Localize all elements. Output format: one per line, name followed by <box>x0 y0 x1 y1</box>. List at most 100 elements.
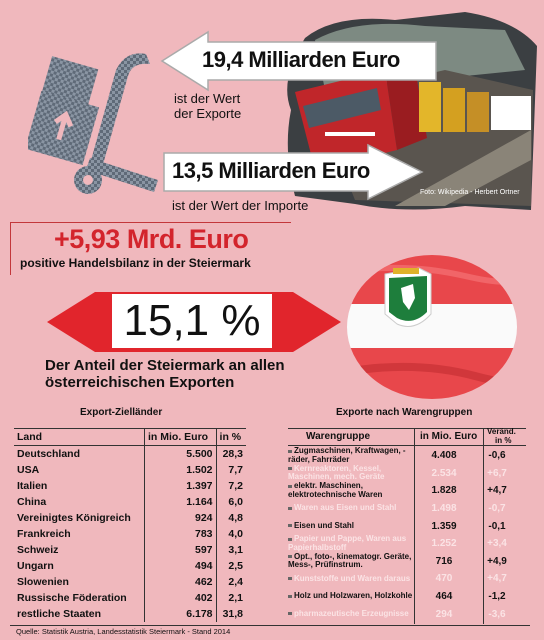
country-pct: 2,1 <box>215 589 246 606</box>
country-row: Slowenien 462 2,4 <box>14 573 246 590</box>
country-name: USA <box>17 463 40 476</box>
goods-sep-1 <box>414 428 415 624</box>
goods-value: 4.408 <box>431 450 457 462</box>
country-value: 494 <box>144 557 217 574</box>
country-value: 1.397 <box>144 477 217 494</box>
styria-crest <box>384 267 432 327</box>
country-row: Deutschland 5.500 28,3 <box>14 445 246 462</box>
country-row: USA 1.502 7,7 <box>14 461 246 478</box>
goods-change: -1,2 <box>488 591 506 603</box>
country-value: 1.502 <box>144 461 217 478</box>
balance-box <box>10 222 291 275</box>
row-marker-icon <box>288 577 292 581</box>
exports-arrow-shape <box>160 30 437 92</box>
row-marker-icon <box>288 612 292 616</box>
goods-row: Eisen und Stahl 1.359 -0,1 <box>288 517 526 535</box>
row-marker-icon <box>288 506 292 510</box>
country-name: Schweiz <box>17 543 59 556</box>
goods-col-group: Warengruppe <box>306 431 371 442</box>
exports-caption-1: ist der Wert <box>174 91 241 106</box>
country-row: Italien 1.397 7,2 <box>14 477 246 494</box>
imports-value: 13,5 Milliarden Euro <box>172 158 370 183</box>
goods-col-change-1: Veränd. <box>487 427 516 436</box>
goods-row: Kunststoffe und Waren daraus 470 +4,7 <box>288 570 526 588</box>
goods-group: pharmazeutische Erzeugnisse <box>294 608 409 618</box>
goods-sep-2 <box>483 428 484 624</box>
goods-group: elektr. Maschinen, elektrotechnische War… <box>288 481 383 499</box>
country-row: restliche Staaten 6.178 31,8 <box>14 605 246 622</box>
goods-change: +3,4 <box>487 538 507 550</box>
goods-header-line-bottom <box>288 445 526 446</box>
country-row: Vereinigtes Königreich 924 4,8 <box>14 509 246 526</box>
exports-value: 19,4 Milliarden Euro <box>202 47 400 72</box>
country-pct: 3,1 <box>215 541 246 558</box>
goods-table: Zugmaschinen, Kraftwagen, -räder, Fahrrä… <box>288 447 526 623</box>
share-value-box <box>112 294 272 348</box>
goods-change: +4,9 <box>487 555 507 567</box>
country-value: 6.178 <box>144 605 217 622</box>
goods-title: Exporte nach Warengruppen <box>336 407 473 418</box>
balance-value: +5,93 Mrd. Euro <box>54 224 249 254</box>
country-row: Schweiz 597 3,1 <box>14 541 246 558</box>
goods-change: +4,7 <box>487 573 507 585</box>
row-marker-icon <box>288 537 292 541</box>
hand-truck-icon <box>28 53 158 194</box>
source-line <box>10 625 530 626</box>
country-value: 402 <box>144 589 217 606</box>
goods-change: -0,7 <box>488 503 506 515</box>
country-row: China 1.164 6,0 <box>14 493 246 510</box>
countries-title: Export-Zielländer <box>80 407 163 418</box>
goods-value: 1.359 <box>431 520 457 532</box>
country-name: restliche Staaten <box>17 607 102 620</box>
goods-value: 1.828 <box>431 485 457 497</box>
goods-group: Eisen und Stahl <box>294 520 355 530</box>
goods-change: -3,6 <box>488 608 506 620</box>
share-caption-2: österreichischen Exporten <box>45 374 235 391</box>
country-name: Vereinigtes Königreich <box>17 511 131 524</box>
country-pct: 7,7 <box>215 461 246 478</box>
row-marker-icon <box>288 484 292 488</box>
col-land: Land <box>17 431 43 443</box>
goods-group: Waren aus Eisen und Stahl <box>294 503 397 513</box>
share-value: 15,1 % <box>123 296 261 345</box>
country-name: Ungarn <box>17 559 54 572</box>
goods-change: +4,7 <box>487 485 507 497</box>
goods-row: Kernreaktoren, Kessel, Maschinen, mech. … <box>288 463 526 483</box>
country-row: Frankreich 783 4,0 <box>14 525 246 542</box>
goods-value: 464 <box>435 591 453 603</box>
goods-group: Kernreaktoren, Kessel, Maschinen, mech. … <box>288 463 385 482</box>
country-name: Deutschland <box>17 447 81 460</box>
country-name: China <box>17 495 47 508</box>
country-pct: 2,4 <box>215 573 246 590</box>
row-marker-icon <box>288 555 292 559</box>
photo-credit: Foto: Wikipedia - Herbert Ortner <box>420 189 520 196</box>
country-row: Russische Föderation 402 2,1 <box>14 589 246 606</box>
country-name: Slowenien <box>17 575 69 588</box>
country-row: Ungarn 494 2,5 <box>14 557 246 574</box>
flag-icon <box>347 255 517 399</box>
row-marker-icon <box>288 594 292 598</box>
goods-value: 2.534 <box>431 467 457 479</box>
goods-group: Holz und Holzwaren, Holzkohle <box>294 591 413 601</box>
goods-row: Zugmaschinen, Kraftwagen, -räder, Fahrrä… <box>288 447 526 465</box>
col-value: in Mio. Euro <box>144 428 217 446</box>
col-pct: in % <box>215 428 246 446</box>
goods-header-line-top <box>288 428 526 429</box>
share-caption-1: Der Anteil der Steiermark an allen <box>45 357 285 374</box>
country-value: 597 <box>144 541 217 558</box>
goods-group: Papier und Pappe, Waren aus Papierhalbst… <box>288 534 407 552</box>
country-pct: 31,8 <box>215 605 246 622</box>
goods-value: 470 <box>435 573 453 585</box>
goods-row: elektr. Maschinen, elektrotechnische War… <box>288 482 526 500</box>
goods-row: Waren aus Eisen und Stahl 1.498 -0,7 <box>288 500 526 518</box>
country-value: 783 <box>144 525 217 542</box>
goods-row: Opt., foto-, kinematogr. Geräte, Mess-, … <box>288 552 526 571</box>
country-value: 1.164 <box>144 493 217 510</box>
goods-group: Zugmaschinen, Kraftwagen, -räder, Fahrrä… <box>288 446 406 464</box>
country-value: 462 <box>144 573 217 590</box>
country-name: Frankreich <box>17 527 71 540</box>
goods-change: -0,6 <box>488 450 506 462</box>
goods-value: 1.498 <box>431 503 457 515</box>
goods-group: Kunststoffe und Waren daraus <box>294 573 411 583</box>
country-pct: 4,0 <box>215 525 246 542</box>
